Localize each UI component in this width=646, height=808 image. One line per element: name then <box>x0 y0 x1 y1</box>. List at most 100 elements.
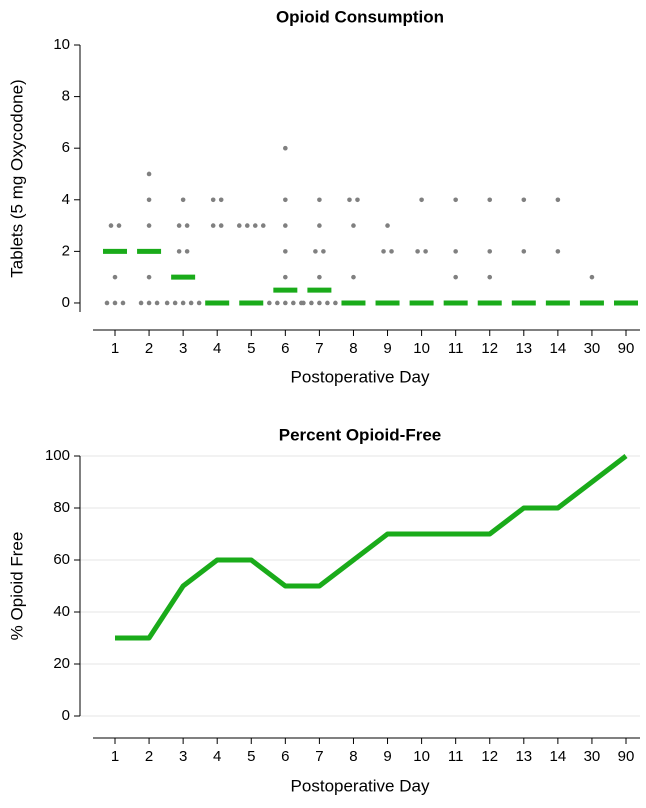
x-tick-label: 10 <box>413 340 430 357</box>
data-point <box>275 300 280 306</box>
data-point <box>589 274 595 280</box>
data-point <box>108 223 114 228</box>
data-point <box>252 223 258 228</box>
data-point <box>487 197 493 203</box>
data-point <box>283 223 288 228</box>
x-tick-label: 3 <box>179 340 187 357</box>
data-point <box>309 300 314 306</box>
x-axis-label: Postoperative Day <box>291 776 430 795</box>
y-axis-label: % Opioid Free <box>7 532 26 641</box>
data-point <box>453 197 458 203</box>
x-tick-label: 8 <box>349 340 357 357</box>
data-point <box>112 300 118 306</box>
data-point <box>172 300 178 306</box>
y-tick-label: 100 <box>45 447 70 464</box>
y-tick-label: 10 <box>53 36 70 53</box>
data-point <box>210 223 216 228</box>
x-axis-label: Postoperative Day <box>291 367 430 386</box>
x-tick-label: 2 <box>145 748 153 765</box>
data-point <box>487 274 493 280</box>
x-tick-label: 90 <box>618 748 635 765</box>
x-tick-label: 11 <box>448 748 464 765</box>
x-tick-label: 4 <box>213 340 221 357</box>
y-tick-label: 20 <box>53 655 70 672</box>
data-point <box>521 249 527 254</box>
y-tick-label: 0 <box>62 707 70 724</box>
data-point <box>184 223 190 228</box>
x-tick-label: 1 <box>111 748 119 765</box>
data-point <box>146 300 152 306</box>
data-point <box>184 249 190 254</box>
data-point <box>415 249 420 254</box>
x-tick-label: 90 <box>618 340 635 357</box>
data-point <box>283 145 288 151</box>
data-point <box>355 197 360 203</box>
data-point <box>317 197 322 203</box>
data-point <box>244 223 250 228</box>
data-point <box>419 197 424 203</box>
x-tick-label: 14 <box>550 340 567 357</box>
data-point <box>555 249 561 254</box>
data-point <box>317 274 322 280</box>
data-point <box>146 197 152 203</box>
data-point <box>164 300 170 306</box>
y-tick-label: 80 <box>53 499 70 516</box>
data-point <box>453 274 458 280</box>
data-point <box>120 300 126 306</box>
data-point <box>146 223 152 228</box>
x-tick-label: 9 <box>383 340 391 357</box>
line <box>115 454 628 641</box>
data-point <box>321 249 326 254</box>
x-tick-label: 7 <box>315 340 323 357</box>
x-tick-label: 2 <box>145 340 153 357</box>
x-tick-label: 7 <box>315 748 323 765</box>
data-point <box>218 197 224 203</box>
y-tick-label: 2 <box>62 242 70 259</box>
data-point <box>283 249 288 254</box>
data-point <box>453 249 458 254</box>
x-tick-label: 3 <box>179 748 187 765</box>
data-point <box>138 300 144 306</box>
data-point <box>267 300 272 306</box>
x-tick-label: 5 <box>247 340 255 357</box>
data-point <box>146 171 152 177</box>
x-tick-label: 10 <box>413 748 430 765</box>
x-tick-label: 5 <box>247 748 255 765</box>
data-point <box>154 300 160 306</box>
x-tick-label: 6 <box>281 340 289 357</box>
data-point <box>521 197 527 203</box>
x-tick-label: 12 <box>481 340 498 357</box>
data-point <box>487 249 493 254</box>
data-point <box>176 223 182 228</box>
data-point <box>555 197 561 203</box>
x-tick-label: 30 <box>584 748 601 765</box>
data-point <box>188 300 194 306</box>
y-tick-label: 40 <box>53 603 70 620</box>
y-tick-label: 4 <box>62 191 70 208</box>
data-point <box>146 274 152 280</box>
data-point <box>210 197 216 203</box>
data-point <box>351 223 356 228</box>
data-point <box>301 300 306 306</box>
data-point <box>283 197 288 203</box>
data-point <box>389 249 394 254</box>
y-tick-label: 8 <box>62 88 70 105</box>
x-tick-label: 4 <box>213 748 221 765</box>
data-point <box>218 223 224 228</box>
data-point <box>351 274 356 280</box>
data-point <box>381 249 386 254</box>
y-tick-label: 0 <box>62 294 70 311</box>
y-tick-label: 60 <box>53 551 70 568</box>
x-tick-label: 6 <box>281 748 289 765</box>
data-point <box>283 274 288 280</box>
x-tick-label: 13 <box>515 340 532 357</box>
data-point <box>317 223 322 228</box>
data-point <box>104 300 110 306</box>
data-point <box>325 300 330 306</box>
data-point <box>176 249 182 254</box>
data-point <box>260 223 266 228</box>
data-point <box>196 300 202 306</box>
data-point <box>291 300 296 306</box>
data-point <box>116 223 122 228</box>
